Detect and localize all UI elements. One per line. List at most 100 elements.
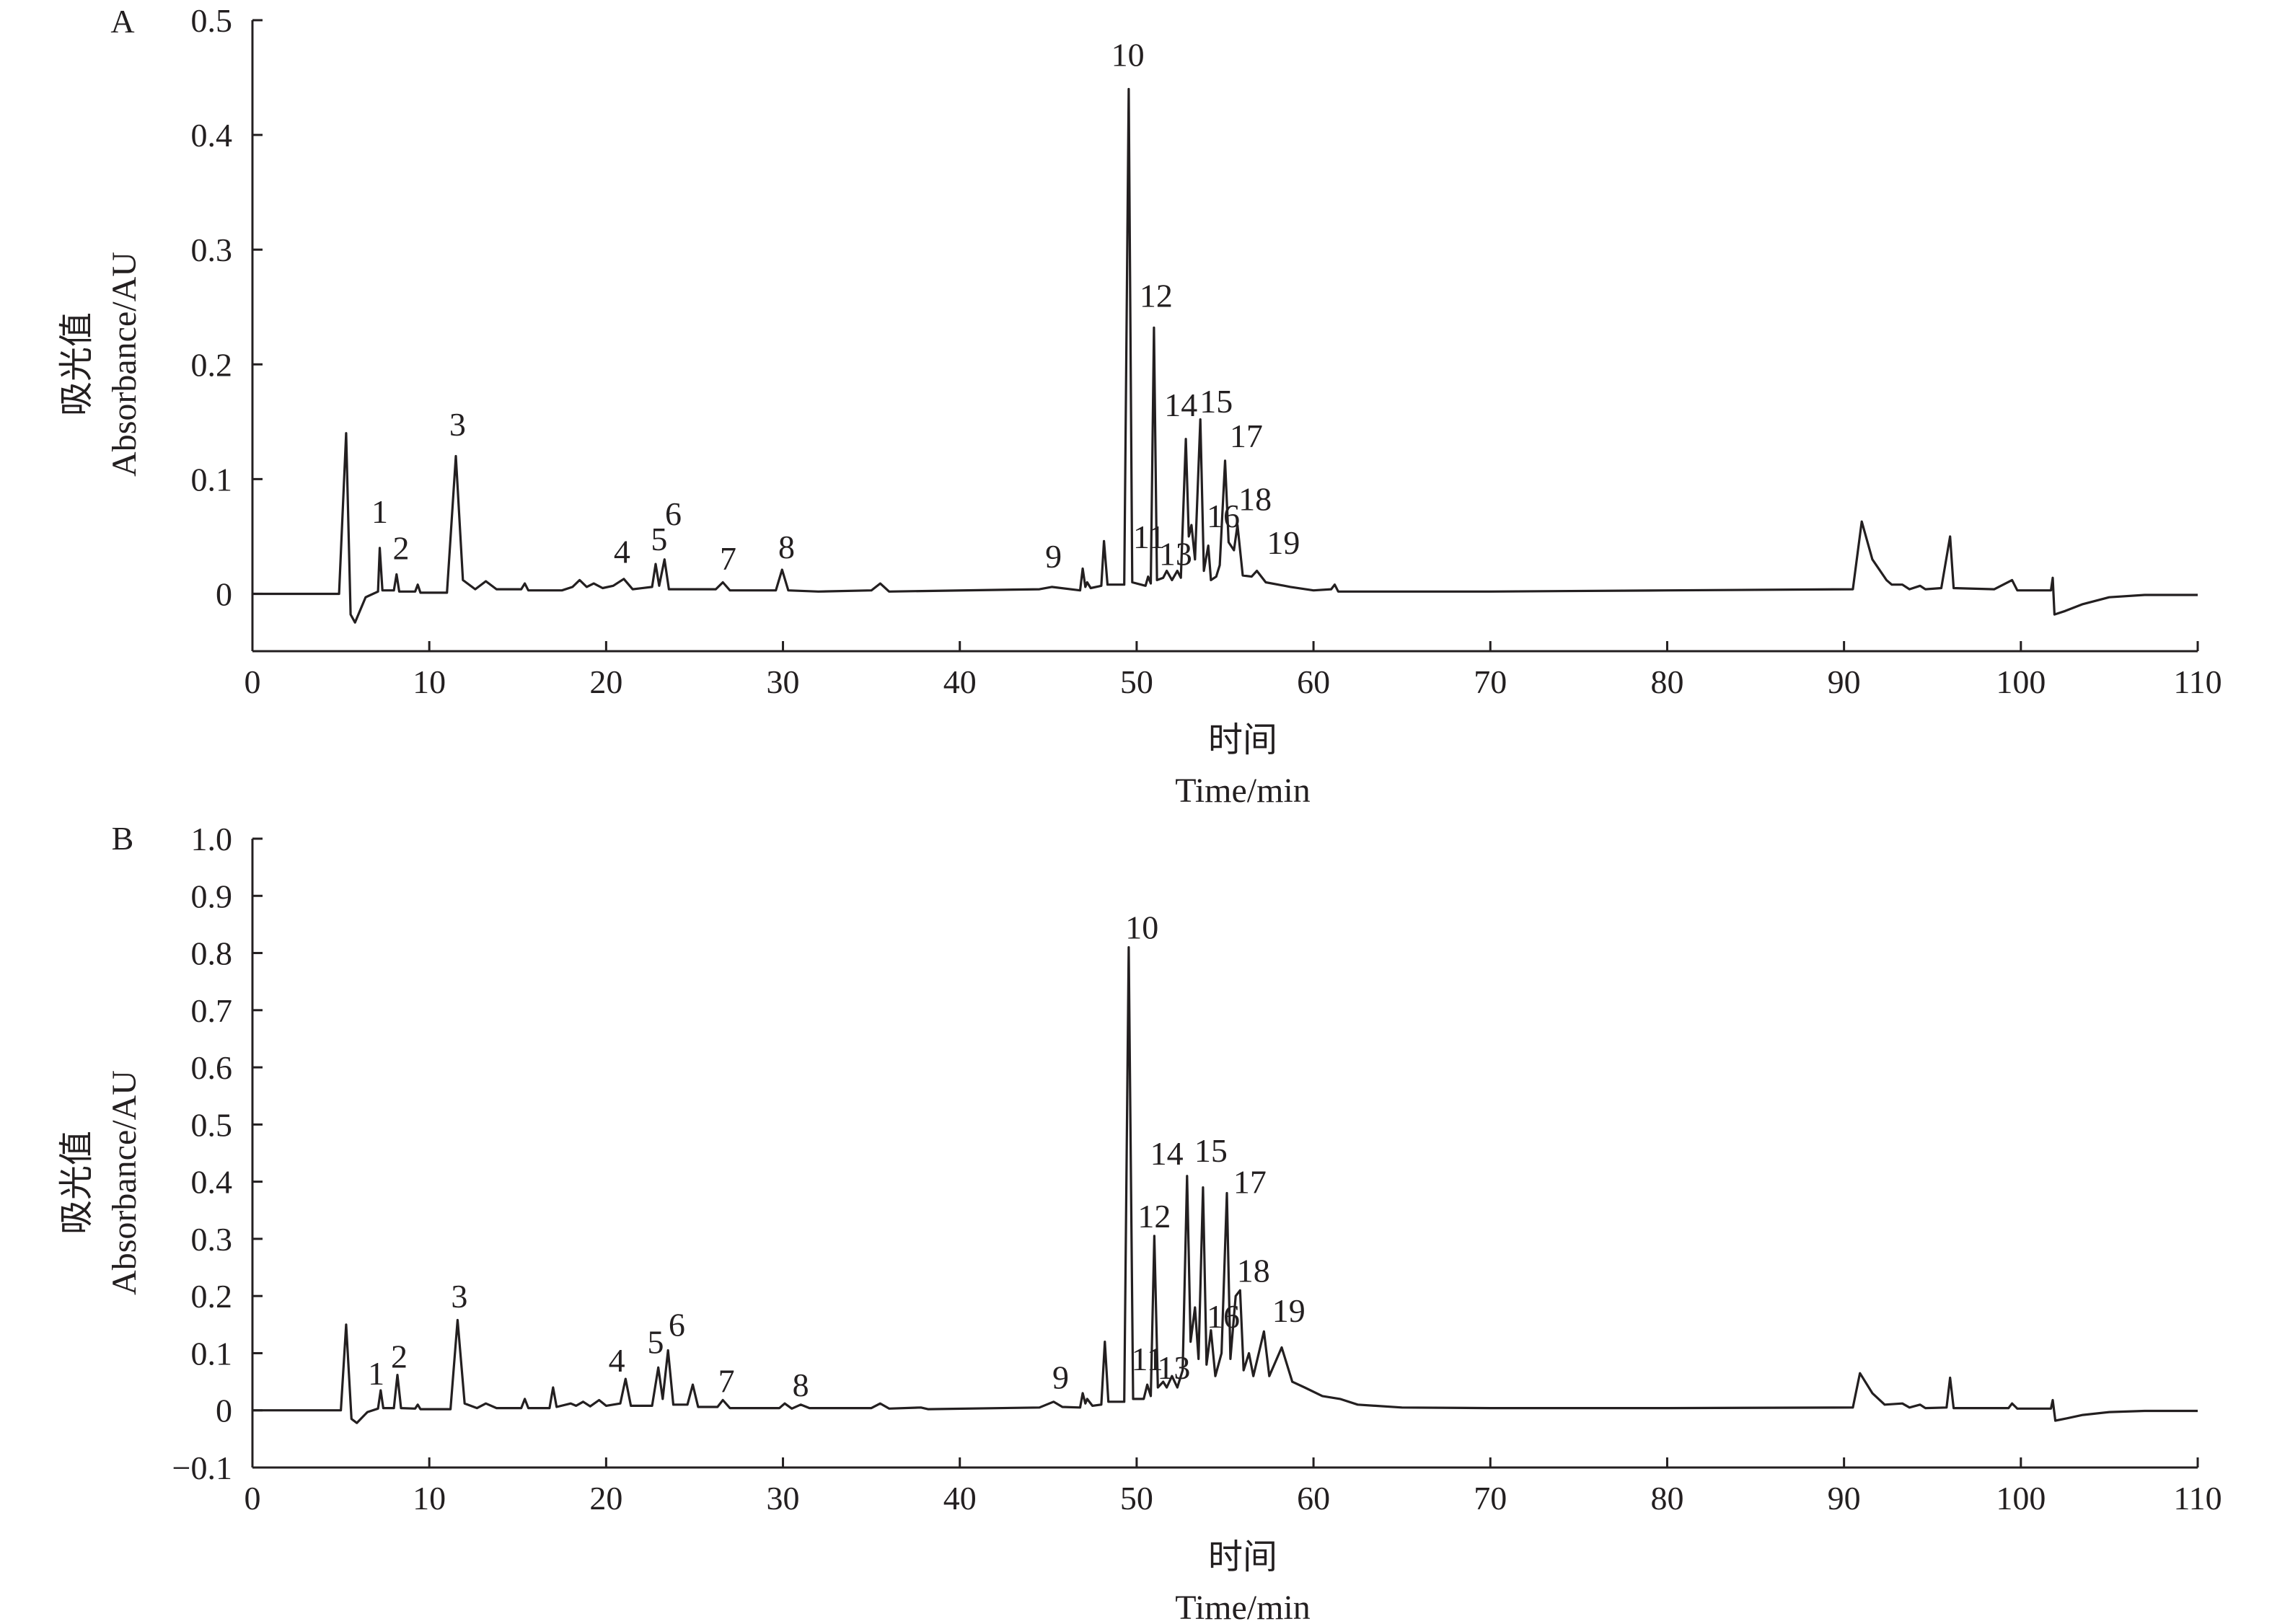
panel-a-peak-label-11: 11 <box>1133 518 1165 555</box>
panel-b-peak-label-7: 7 <box>718 1362 735 1399</box>
panel-a-x-tick-label: 90 <box>1828 663 1861 700</box>
panel-b-peak-label-4: 4 <box>609 1342 625 1379</box>
panel-a-peak-label-2: 2 <box>392 530 409 567</box>
panel-b-x-tick-label: 0 <box>245 1480 261 1517</box>
panel-a-y-tick-label: 0.2 <box>191 346 233 383</box>
panel-b-x-tick-label: 10 <box>413 1480 446 1517</box>
panel-a-axes: 0 10 20 30 40 50 60 70 80 90 100 11000.10.20.30.40.… <box>191 2 2222 700</box>
panel-b-x-tick-label: 30 <box>767 1480 800 1517</box>
panel-b-y-tick-label: 0.7 <box>191 992 233 1029</box>
panel-b-peak-label-5: 5 <box>648 1323 664 1360</box>
panel-b-peak-label-6: 6 <box>669 1307 685 1343</box>
panel-a-peak-label-9: 9 <box>1045 538 1062 575</box>
panel-a-peak-label-19: 19 <box>1267 524 1300 561</box>
panel-a-y-tick-label: 0.1 <box>191 461 233 498</box>
panel-b-ylabel-cn: 吸光值 <box>58 1131 96 1235</box>
panel-b-peak-label-18: 18 <box>1237 1252 1270 1289</box>
panel-a-peak-label-5: 5 <box>651 521 667 557</box>
panel-b-peak-label-3: 3 <box>451 1278 467 1315</box>
panel-b-peak-label-17: 17 <box>1233 1163 1267 1200</box>
panel-a-y-tick-label: 0.4 <box>191 117 233 154</box>
panel-b-y-tick-label: 0.4 <box>191 1164 233 1201</box>
panel-a-x-tick-label: 0 <box>245 663 261 700</box>
panel-a-ylabel-cn: 吸光值 <box>58 312 96 416</box>
panel-b-peak-label-13: 13 <box>1157 1349 1190 1386</box>
panel-a-xlabel-cn: 时间 <box>1208 721 1277 759</box>
panel-a-x-tick-label: 30 <box>767 663 800 700</box>
panel-b-y-tick-label: 0.6 <box>191 1049 233 1086</box>
panel-a-x-tick-label: 80 <box>1650 663 1683 700</box>
panel-a-peak-label-15: 15 <box>1199 383 1233 420</box>
panel-a-peak-label-6: 6 <box>665 495 682 532</box>
panel-a-peak-label-18: 18 <box>1238 480 1272 517</box>
panel-a-peak-label-8: 8 <box>778 529 795 565</box>
panel-b-x-tick-label: 40 <box>943 1480 977 1517</box>
panel-b-y-tick-label: 0.8 <box>191 935 233 972</box>
panel-b-y-tick-label: 0.5 <box>191 1106 233 1143</box>
panel-b-peak-label-2: 2 <box>391 1338 408 1374</box>
panel-a-x-tick-label: 40 <box>943 663 977 700</box>
panel-a-y-tick-label: 0.5 <box>191 2 233 39</box>
panel-a-peak-label-14: 14 <box>1164 387 1197 423</box>
panel-a-x-tick-label: 20 <box>589 663 622 700</box>
panel-b-peak-label-19: 19 <box>1272 1292 1305 1329</box>
panel-letter-b: B <box>112 820 134 857</box>
panel-b-axes: 0 10 20 30 40 50 60 70 80 90 100 110−0.100.10.20.30… <box>172 821 2222 1517</box>
panel-b-peak-label-14: 14 <box>1150 1135 1184 1172</box>
panel-b-x-tick-label: 80 <box>1650 1480 1683 1517</box>
panel-b-y-tick-label: 0 <box>216 1393 232 1429</box>
panel-b-peak-label-8: 8 <box>793 1367 809 1403</box>
panel-a-x-tick-label: 60 <box>1297 663 1330 700</box>
panel-a-peak-label-16: 16 <box>1207 498 1240 534</box>
panel-b-peak-label-10: 10 <box>1125 909 1158 946</box>
panel-a-y-tick-label: 0.3 <box>191 231 233 268</box>
panel-b-xlabel-cn: 时间 <box>1208 1538 1277 1576</box>
panel-a-peak-label-13: 13 <box>1159 536 1192 573</box>
panel-letter-a: A <box>110 3 134 40</box>
panel-a-y-tick-label: 0 <box>216 575 232 612</box>
panel-b-x-tick-label: 20 <box>589 1480 622 1517</box>
panel-a-x-tick-label: 50 <box>1120 663 1153 700</box>
panel-b-x-tick-label: 100 <box>1996 1480 2046 1517</box>
panel-b-y-tick-label: 0.9 <box>191 878 233 914</box>
panel-b-peak-label-15: 15 <box>1194 1132 1228 1169</box>
panel-a-x-tick-label: 110 <box>2173 663 2222 700</box>
panel-a-x-tick-label: 10 <box>413 663 446 700</box>
panel-b-y-tick-label: 0.3 <box>191 1221 233 1258</box>
panel-a-peak-label-3: 3 <box>449 406 466 443</box>
panel-a-peak-label-4: 4 <box>614 534 630 570</box>
panel-b-peak-label-11: 11 <box>1131 1341 1163 1377</box>
panel-b-y-tick-label: −0.1 <box>172 1449 232 1486</box>
panel-a-peak-label-1: 1 <box>371 493 388 530</box>
panel-b-y-tick-label: 0.2 <box>191 1278 233 1315</box>
panel-b-x-tick-label: 110 <box>2173 1480 2222 1517</box>
panel-a-peak-label-10: 10 <box>1111 37 1145 74</box>
panel-b-ylabel: Absorbance/AU <box>105 1070 144 1295</box>
panel-a-peak-label-17: 17 <box>1230 418 1263 454</box>
panel-a-ylabel: Absorbance/AU <box>105 252 144 477</box>
panel-b-y-tick-label: 1.0 <box>191 821 233 857</box>
panel-b-peak-label-9: 9 <box>1052 1359 1069 1396</box>
panel-b-peak-label-1: 1 <box>368 1355 384 1392</box>
panel-a-x-tick-label: 100 <box>1996 663 2046 700</box>
panel-b-x-tick-label: 60 <box>1297 1480 1330 1517</box>
panel-b-peak-label-16: 16 <box>1207 1298 1240 1335</box>
panel-b-peak-label-12: 12 <box>1137 1198 1171 1235</box>
panel-b-y-tick-label: 0.1 <box>191 1335 233 1372</box>
panel-b-chromatogram-trace <box>252 946 2198 1424</box>
panel-b-xlabel: Time/min <box>1175 1589 1311 1624</box>
panel-b-x-tick-label: 70 <box>1474 1480 1507 1517</box>
panel-a-chromatogram-trace <box>252 87 2198 624</box>
panel-b: B 吸光值 Absorbance/AU 时间 Time/min 0 10 20 30 4… <box>58 820 2222 1624</box>
panel-b-x-tick-label: 50 <box>1120 1480 1153 1517</box>
panel-a: A 吸光值 Absorbance/AU 时间 Time/min 0 10 20 30 4… <box>58 2 2222 810</box>
panel-a-x-tick-label: 70 <box>1474 663 1507 700</box>
panel-b-x-tick-label: 90 <box>1828 1480 1861 1517</box>
panel-a-peak-label-7: 7 <box>720 540 736 577</box>
panel-a-peak-label-12: 12 <box>1140 278 1173 314</box>
panel-a-xlabel: Time/min <box>1175 772 1311 810</box>
